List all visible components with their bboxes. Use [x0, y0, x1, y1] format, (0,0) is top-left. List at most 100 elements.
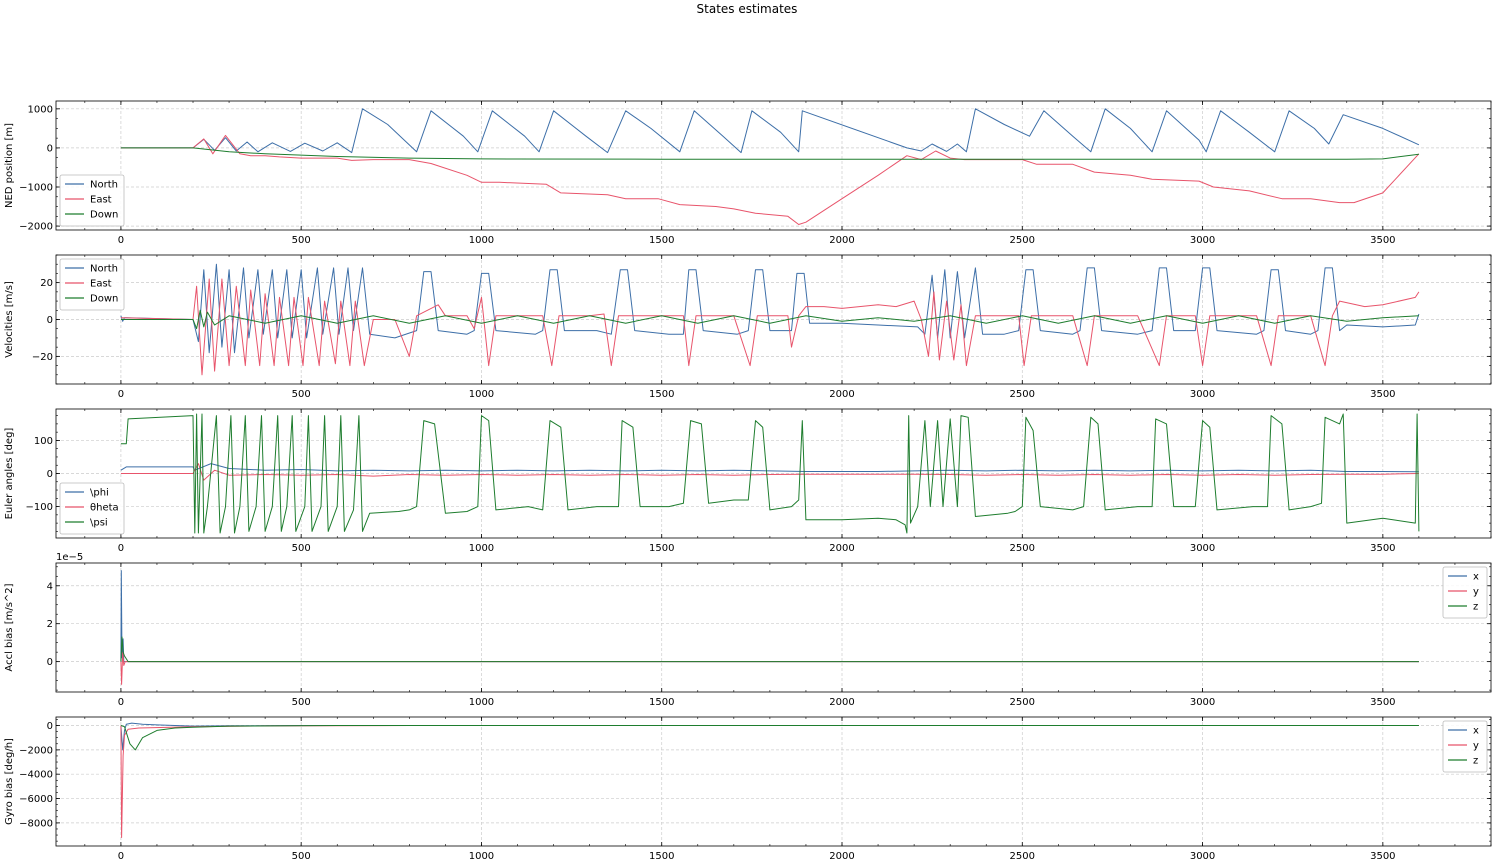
legend-entry-label: y [1473, 587, 1479, 598]
series-line-3 [120, 413, 1420, 534]
legend: \phi θheta \psi [59, 482, 125, 535]
y-tick-label: 0 [47, 143, 53, 154]
legend-entry-label: z [1473, 602, 1478, 613]
series-line-3 [120, 147, 1419, 160]
legend-entry-label: y [1473, 741, 1479, 752]
y-tick-label: −2000 [19, 745, 53, 756]
x-tick-label: 3000 [1190, 235, 1215, 246]
y-tick-label: 2 [47, 619, 53, 630]
y-tick-label: −100 [26, 502, 53, 513]
x-tick-label: 500 [292, 697, 311, 708]
legend-entry-label: East [90, 279, 112, 290]
series-line-3 [120, 636, 1419, 663]
x-tick-label: 2000 [829, 543, 854, 554]
legend-entry-label: z [1473, 756, 1478, 767]
x-tick-label: 1500 [649, 851, 674, 862]
x-tick-label: 1000 [469, 389, 494, 400]
legend-entry-label: \phi [90, 488, 109, 499]
figure-title: States estimates [696, 2, 798, 16]
x-tick-label: 0 [118, 543, 124, 554]
series-line-3 [120, 725, 1419, 751]
x-tick-label: 1500 [649, 543, 674, 554]
x-tick-label: 2500 [1010, 543, 1035, 554]
subplot-2: 0 500 1000 1500 2000 2500 3000 3500 −20 0 20 Veloci… [4, 254, 1492, 400]
y-axis-label: Euler angles [deg] [4, 428, 15, 520]
x-tick-label: 0 [118, 697, 124, 708]
legend: xyz [1442, 566, 1488, 619]
series-line-2 [120, 134, 1420, 225]
x-tick-label: 3500 [1370, 697, 1395, 708]
x-tick-label: 1500 [649, 389, 674, 400]
x-tick-label: 2500 [1010, 697, 1035, 708]
axes-frame [55, 716, 1492, 847]
x-tick-label: 1500 [649, 235, 674, 246]
legend: North East Down [59, 174, 125, 227]
series-line-2 [120, 278, 1420, 376]
x-tick-label: 2500 [1010, 389, 1035, 400]
subplot-5: 0 500 1000 1500 2000 2500 3000 3500 −8000 −6000 −4… [4, 716, 1492, 862]
y-tick-label: −2000 [19, 222, 53, 233]
legend-entry-label: Down [90, 210, 118, 221]
x-tick-label: 500 [292, 851, 311, 862]
y-tick-label: −8000 [19, 818, 53, 829]
x-tick-label: 3500 [1370, 543, 1395, 554]
legend-entry-label: North [90, 264, 118, 275]
axes-frame [55, 100, 1492, 231]
legend-entry-label: Down [90, 294, 118, 305]
series-line-2 [120, 725, 1419, 838]
legend-entry-label: θheta [90, 503, 119, 514]
y-tick-label: 4 [47, 581, 53, 592]
x-tick-label: 1000 [469, 851, 494, 862]
y-tick-label: −6000 [19, 794, 53, 805]
x-tick-label: 2000 [829, 697, 854, 708]
y-tick-label: −1000 [19, 183, 53, 194]
subplot-3: 0 500 1000 1500 2000 2500 3000 3500 −100 0 100 Eule… [4, 408, 1492, 554]
x-tick-label: 1000 [469, 543, 494, 554]
y-tick-label: −4000 [19, 770, 53, 781]
series-line-1 [120, 463, 1419, 473]
y-tick-label: 20 [40, 278, 53, 289]
y-tick-label: 0 [47, 721, 53, 732]
x-tick-label: 500 [292, 389, 311, 400]
x-tick-label: 3000 [1190, 389, 1215, 400]
series-line-1 [120, 108, 1420, 154]
series-line-2 [120, 651, 1419, 685]
x-tick-label: 2500 [1010, 851, 1035, 862]
x-tick-label: 0 [118, 235, 124, 246]
x-tick-label: 3500 [1370, 235, 1395, 246]
x-tick-label: 3000 [1190, 697, 1215, 708]
y-tick-label: 0 [47, 657, 53, 668]
x-tick-label: 2500 [1010, 235, 1035, 246]
x-tick-label: 3000 [1190, 543, 1215, 554]
series-line-2 [120, 463, 1419, 481]
y-axis-label: NED position [m] [4, 123, 15, 208]
x-tick-label: 3500 [1370, 851, 1395, 862]
legend: xyz [1442, 720, 1488, 773]
series-line-1 [120, 263, 1420, 354]
subplot-4: 0 500 1000 1500 2000 2500 3000 3500 0 2 4 1e−5 Accl … [4, 552, 1492, 708]
y-axis-label: Gyro bias [deg/h] [4, 738, 15, 825]
x-tick-label: 0 [118, 851, 124, 862]
y-offset-text: 1e−5 [56, 552, 83, 563]
y-tick-label: 100 [34, 436, 53, 447]
legend-entry-label: x [1473, 726, 1479, 737]
y-axis-label: Accl bias [m/s^2] [4, 583, 15, 671]
x-tick-label: 0 [118, 389, 124, 400]
x-tick-label: 1500 [649, 697, 674, 708]
x-tick-label: 2000 [829, 389, 854, 400]
series-line-1 [120, 722, 1419, 751]
x-tick-label: 500 [292, 543, 311, 554]
legend-entry-label: x [1473, 572, 1479, 583]
x-tick-label: 2000 [829, 235, 854, 246]
legend-entry-label: North [90, 180, 118, 191]
x-tick-label: 2000 [829, 851, 854, 862]
y-axis-label: Velocities [m/s] [4, 281, 15, 358]
axes-frame [55, 562, 1492, 693]
x-tick-label: 1000 [469, 235, 494, 246]
x-tick-label: 500 [292, 235, 311, 246]
legend-entry-label: \psi [90, 518, 108, 529]
x-tick-label: 1000 [469, 697, 494, 708]
legend-entry-label: East [90, 195, 112, 206]
series-line-3 [120, 309, 1419, 330]
